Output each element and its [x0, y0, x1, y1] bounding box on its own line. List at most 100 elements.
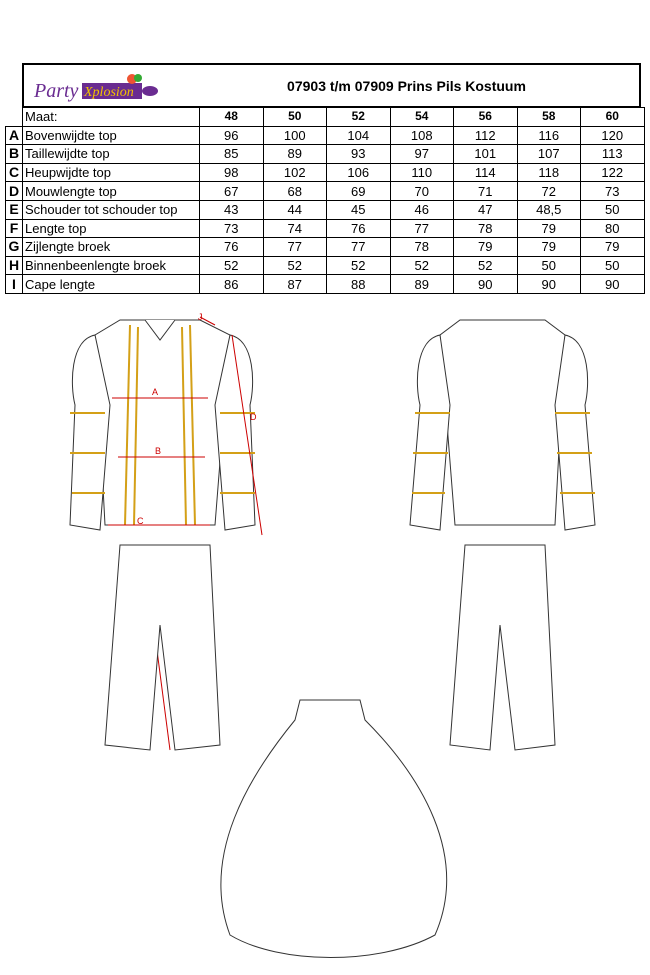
- row-name: Schouder tot schouder top: [22, 199, 200, 220]
- row-name: Heupwijdte top: [22, 162, 200, 183]
- table-cell: 85: [199, 144, 264, 164]
- svg-text:Party: Party: [33, 80, 79, 102]
- table-row: D Mouwlengte top 67 68 69 70 71 72 73: [5, 181, 645, 201]
- back-top-drawing: [409, 319, 596, 531]
- back-trousers-drawing: [449, 544, 556, 751]
- table-cell: 71: [453, 181, 518, 201]
- table-cell: 100: [262, 125, 327, 146]
- table-cell: 97: [389, 144, 454, 164]
- table-cell: 52: [389, 255, 454, 276]
- row-letter: H: [5, 255, 23, 276]
- size-column-header: 50: [262, 107, 327, 127]
- size-column-header: 54: [389, 107, 454, 127]
- front-top-drawing: [69, 319, 256, 531]
- row-letter: D: [5, 181, 23, 201]
- size-label: Maat:: [22, 107, 200, 127]
- row-letter: B: [5, 144, 23, 164]
- size-table: Maat: 48 50 52 54 56 58 60 A Bovenwijdte top 96 100…: [5, 107, 645, 294]
- table-cell: 101: [453, 144, 518, 164]
- table-cell: 46: [389, 199, 454, 220]
- table-cell: 44: [262, 199, 327, 220]
- table-cell: 89: [262, 144, 327, 164]
- row-name: Lengte top: [22, 218, 200, 239]
- table-cell: 78: [389, 237, 454, 257]
- svg-text:Xplosion: Xplosion: [83, 85, 134, 100]
- table-row: F Lengte top 73 74 76 77 78 79 80: [5, 218, 645, 239]
- table-cell: 80: [580, 218, 645, 239]
- table-cell: 52: [199, 255, 264, 276]
- table-cell: 89: [389, 274, 454, 294]
- table-cell: 107: [516, 144, 581, 164]
- table-row: C Heupwijdte top 98 102 106 110 114 118 122: [5, 162, 645, 183]
- row-letter: C: [5, 162, 23, 183]
- table-cell: 45: [326, 199, 391, 220]
- table-cell: 70: [389, 181, 454, 201]
- table-cell: 98: [199, 162, 264, 183]
- size-column-header: 52: [326, 107, 391, 127]
- table-cell: 93: [326, 144, 391, 164]
- table-cell: 114: [453, 162, 518, 183]
- size-column-header: 56: [453, 107, 518, 127]
- table-cell: 112: [453, 125, 518, 146]
- row-name: Mouwlengte top: [22, 181, 200, 201]
- row-name: Taillewijdte top: [22, 144, 200, 164]
- label-d: D: [250, 412, 257, 422]
- size-column-header: 58: [516, 107, 581, 127]
- table-cell: 52: [453, 255, 518, 276]
- row-letter: F: [5, 218, 23, 239]
- size-column-header: 48: [199, 107, 264, 127]
- table-cell: 96: [199, 125, 264, 146]
- table-cell: 88: [326, 274, 391, 294]
- table-cell: 108: [389, 125, 454, 146]
- table-cell: 76: [199, 237, 264, 257]
- size-column-header: 60: [580, 107, 645, 127]
- chart-title: 07903 t/m 07909 Prins Pils Kostuum: [287, 78, 526, 94]
- table-cell: 78: [453, 218, 518, 239]
- table-cell: 90: [580, 274, 645, 294]
- table-cell: 79: [580, 237, 645, 257]
- partyxplosion-logo: Party Xplosion: [33, 74, 158, 102]
- table-cell: 113: [580, 144, 645, 164]
- table-cell: 118: [516, 162, 581, 183]
- table-cell: 72: [516, 181, 581, 201]
- table-cell: 47: [453, 199, 518, 220]
- table-cell: 104: [326, 125, 391, 146]
- table-row: I Cape lengte 86 87 88 89 90 90 90: [5, 274, 645, 294]
- table-cell: 120: [580, 125, 645, 146]
- table-cell: 87: [262, 274, 327, 294]
- table-cell: 50: [580, 255, 645, 276]
- table-cell: 116: [516, 125, 581, 146]
- table-cell: 52: [262, 255, 327, 276]
- size-header-row: Maat: 48 50 52 54 56 58 60: [5, 107, 645, 127]
- row-name: Bovenwijdte top: [22, 125, 200, 146]
- table-cell: 106: [326, 162, 391, 183]
- table-cell: 50: [516, 255, 581, 276]
- table-cell: 79: [453, 237, 518, 257]
- table-row: G Zijlengte broek 76 77 77 78 79 79 79: [5, 237, 645, 257]
- table-cell: 73: [199, 218, 264, 239]
- table-cell: 76: [326, 218, 391, 239]
- table-cell: 50: [580, 199, 645, 220]
- table-cell: 77: [389, 218, 454, 239]
- label-j: J: [198, 312, 203, 322]
- table-cell: 74: [262, 218, 327, 239]
- table-cell: 79: [516, 218, 581, 239]
- chart-header: Party Xplosion 07903 t/m 07909 Prins Pil…: [22, 63, 641, 107]
- table-cell: 43: [199, 199, 264, 220]
- table-row: E Schouder tot schouder top 43 44 45 46 47 48,5…: [5, 199, 645, 220]
- table-cell: 86: [199, 274, 264, 294]
- table-cell: 90: [516, 274, 581, 294]
- table-cell: 67: [199, 181, 264, 201]
- table-cell: 52: [326, 255, 391, 276]
- row-name: Binnenbeenlengte broek: [22, 255, 200, 276]
- table-cell: 73: [580, 181, 645, 201]
- row-name: Zijlengte broek: [22, 237, 200, 257]
- row-letter: G: [5, 237, 23, 257]
- table-cell: 79: [516, 237, 581, 257]
- label-c: C: [137, 516, 144, 526]
- table-cell: 102: [262, 162, 327, 183]
- table-cell: 77: [262, 237, 327, 257]
- table-row: A Bovenwijdte top 96 100 104 108 112 116 120: [5, 125, 645, 146]
- front-trousers-drawing: [104, 544, 221, 751]
